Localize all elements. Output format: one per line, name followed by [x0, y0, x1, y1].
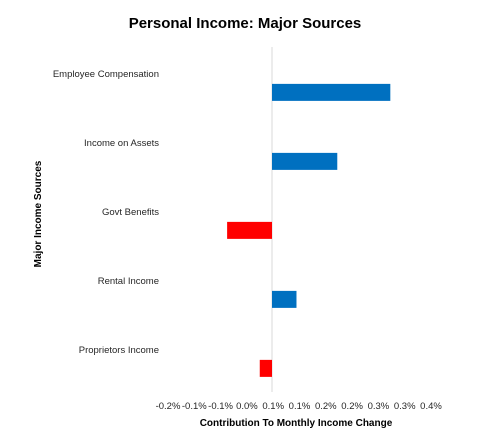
y-axis-title: Major Income Sources — [33, 160, 44, 267]
category-label: Govt Benefits — [102, 207, 159, 218]
x-tick-label: -0.1% — [182, 401, 207, 412]
bar — [227, 221, 272, 239]
bar — [272, 83, 391, 101]
x-tick-label: 0.1% — [289, 401, 311, 412]
category-label: Income on Assets — [84, 138, 159, 149]
x-tick-label: 0.0% — [236, 401, 258, 412]
x-tick-label: 0.3% — [368, 401, 390, 412]
x-tick-label: 0.1% — [262, 401, 284, 412]
x-tick-label: 0.2% — [341, 401, 363, 412]
x-tick-label: -0.1% — [208, 401, 233, 412]
bar — [272, 290, 297, 308]
chart-title: Personal Income: Major Sources — [129, 15, 362, 32]
bar — [272, 152, 338, 170]
x-tick-label: -0.2% — [156, 401, 181, 412]
x-tick-label: 0.3% — [394, 401, 416, 412]
x-axis-title: Contribution To Monthly Income Change — [200, 418, 393, 429]
category-label: Proprietors Income — [79, 345, 159, 356]
plot-area: Employee Compensation Income on Assets Gov… — [53, 47, 442, 412]
category-label: Rental Income — [98, 276, 159, 287]
category-label: Employee Compensation — [53, 69, 159, 80]
bar — [259, 359, 272, 377]
x-tick-label: 0.4% — [420, 401, 442, 412]
x-tick-label: 0.2% — [315, 401, 337, 412]
